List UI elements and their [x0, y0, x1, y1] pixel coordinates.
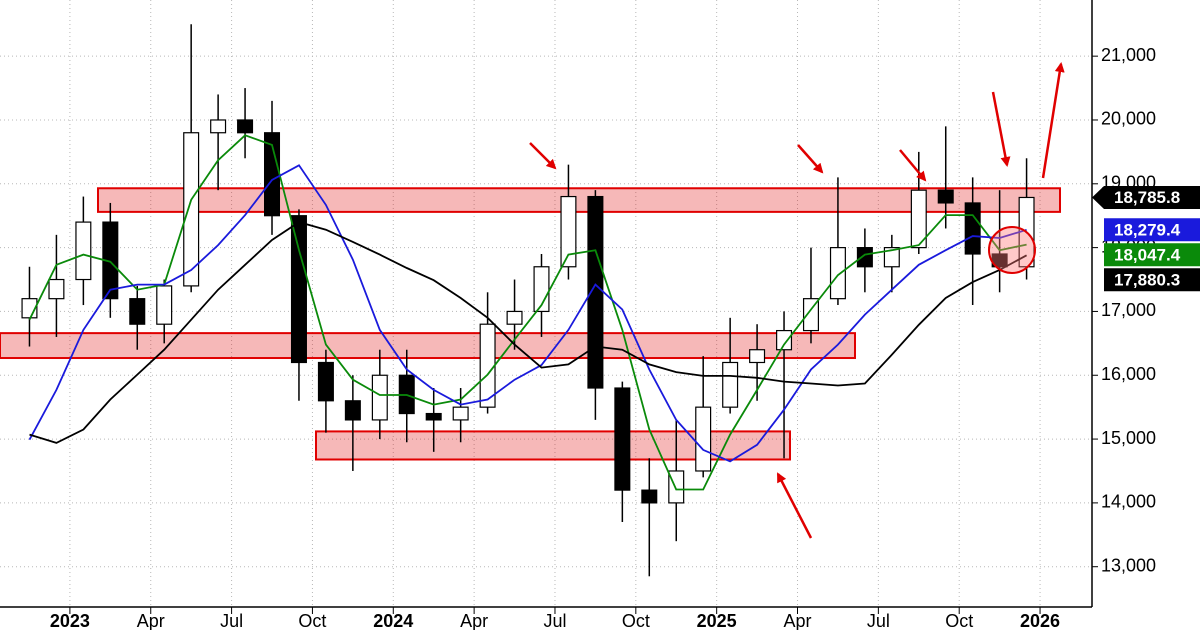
candle-body	[883, 247, 900, 268]
candle-body	[910, 189, 927, 249]
candle-body	[183, 132, 200, 287]
candle-body	[964, 202, 981, 255]
arrow	[797, 144, 824, 174]
candle-body	[371, 374, 388, 421]
candle-body	[129, 298, 146, 325]
y-tick-label: 14,000	[1101, 492, 1156, 512]
y-tick-label: 20,000	[1101, 109, 1156, 129]
candle-body	[802, 298, 819, 332]
arrow	[529, 142, 557, 170]
moving-average-line	[28, 134, 1027, 491]
x-tick-label: Oct	[622, 611, 650, 630]
zone	[97, 187, 1061, 213]
x-tick-label: Oct	[298, 611, 326, 630]
candle-body	[506, 310, 523, 325]
axes: 13,00014,00015,00016,00017,00018,00019,0…	[0, 0, 1156, 630]
candle-body	[290, 215, 307, 364]
y-tick-label: 16,000	[1101, 364, 1156, 384]
price-tag-label: 17,880.3	[1114, 270, 1180, 289]
zones	[0, 187, 1061, 461]
x-tick-label: Jul	[220, 611, 243, 630]
price-tag	[1092, 185, 1200, 209]
candle-body	[425, 412, 442, 421]
price-tag	[1104, 268, 1200, 292]
candle-body	[776, 329, 793, 351]
price-tag-label: 18,785.8	[1114, 188, 1180, 207]
x-tick-label: 2026	[1020, 611, 1060, 630]
moving-average-line	[29, 221, 1028, 444]
y-tick-label: 13,000	[1101, 555, 1156, 575]
grid	[0, 0, 1092, 605]
candle-body	[829, 247, 846, 300]
price-tags: 18,785.8 18,279.4 18,047.4 17,880.3	[1092, 185, 1200, 292]
candle-body	[641, 489, 658, 504]
candle-body	[668, 470, 685, 504]
candle-body	[560, 195, 577, 268]
price-tag	[1104, 243, 1200, 267]
x-tick-label: 2025	[697, 611, 737, 630]
moving-averages	[28, 134, 1028, 491]
candle-body	[75, 221, 92, 281]
highlight-circle	[988, 226, 1036, 274]
arrow	[776, 472, 813, 539]
zone	[0, 332, 856, 360]
candle-body	[237, 119, 254, 134]
price-tag-label: 18,279.4	[1114, 220, 1181, 239]
candle-body	[937, 189, 954, 204]
price-tag-label: 18,047.4	[1114, 245, 1181, 264]
candle-body	[156, 285, 173, 325]
price-tag	[1104, 218, 1200, 242]
x-tick-label: Jul	[543, 611, 566, 630]
y-tick-label: 15,000	[1101, 428, 1156, 448]
candle-body	[317, 361, 334, 402]
candle-body	[452, 406, 469, 421]
candle-body	[749, 349, 766, 364]
arrow	[899, 149, 927, 182]
candle-body	[695, 406, 712, 472]
x-tick-label: 2024	[373, 611, 413, 630]
candle-body	[48, 278, 65, 300]
candle-body	[856, 247, 873, 268]
arrow	[1041, 62, 1065, 179]
zone	[315, 430, 791, 461]
candle-body	[614, 387, 631, 491]
annotations	[529, 62, 1065, 539]
arrow	[991, 91, 1011, 167]
candle-body	[344, 400, 361, 421]
y-tick-label: 17,000	[1101, 300, 1156, 320]
moving-average-line	[28, 164, 1027, 463]
x-tick-label: Oct	[945, 611, 973, 630]
x-tick-label: Apr	[784, 611, 812, 630]
x-tick-label: Apr	[137, 611, 165, 630]
y-tick-label: 21,000	[1101, 45, 1156, 65]
candle-body	[722, 361, 739, 408]
candle-body	[533, 266, 550, 313]
x-tick-label: Apr	[460, 611, 488, 630]
x-tick-label: Jul	[867, 611, 890, 630]
candle-body	[210, 119, 227, 134]
x-tick-label: 2023	[50, 611, 90, 630]
